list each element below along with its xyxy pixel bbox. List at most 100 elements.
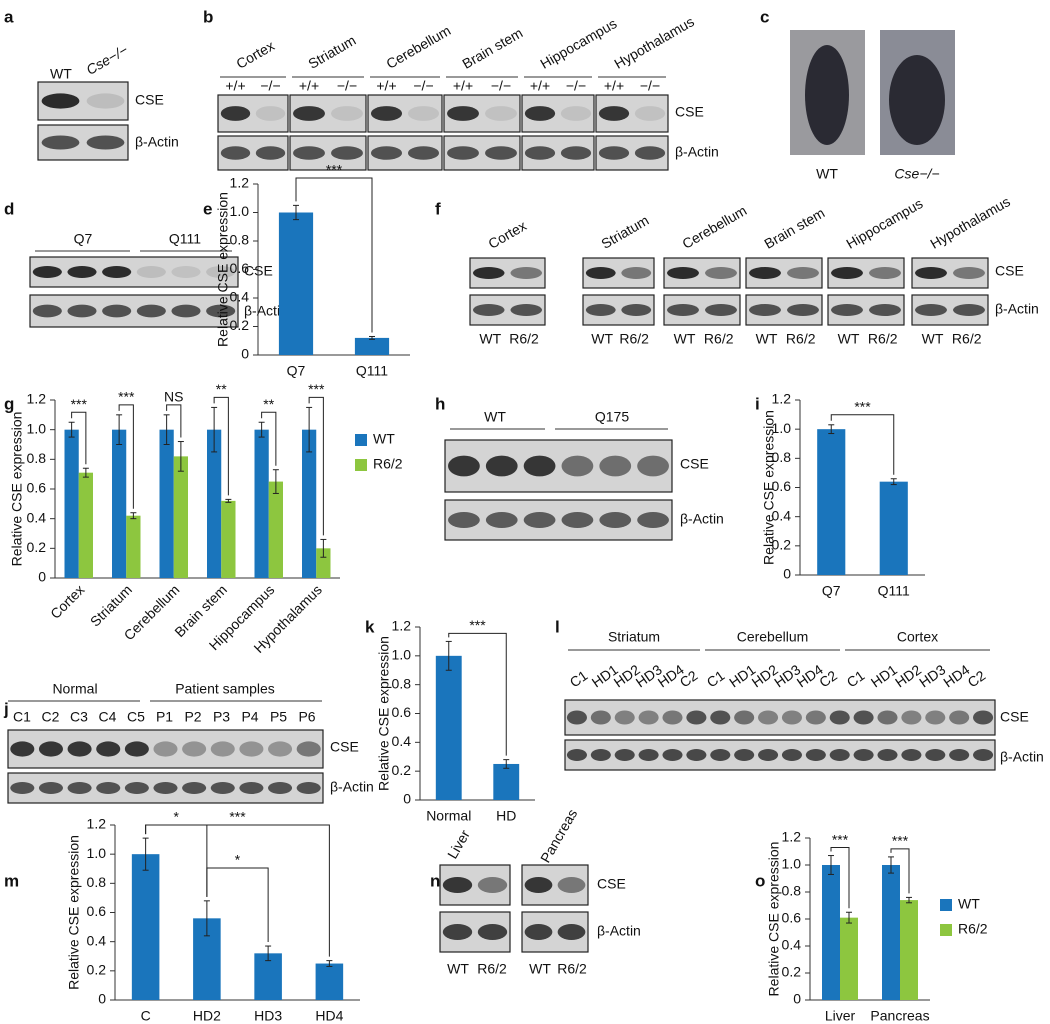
region-label: Cortex — [233, 37, 277, 71]
blot-band — [41, 135, 80, 150]
region-label: Brain stem — [459, 24, 525, 71]
group-label: Cortex — [897, 629, 938, 645]
significance-bracket — [145, 824, 330, 957]
lane-label: WT — [447, 961, 469, 977]
blot-band — [370, 106, 403, 121]
bar — [112, 429, 127, 578]
blot-band — [614, 749, 635, 761]
annotation: *** — [118, 389, 135, 405]
bar — [900, 900, 918, 1000]
blot-band — [638, 749, 659, 761]
y-axis-label: Relative CSE expression — [761, 410, 777, 565]
band-label: β-Actin — [1000, 749, 1044, 765]
x-tick-label: Pancreas — [870, 1008, 929, 1024]
band-label: CSE — [680, 456, 709, 472]
annotation: *** — [326, 162, 343, 178]
legend-label: WT — [958, 896, 980, 912]
blot-band — [268, 741, 293, 757]
y-tick-label: 0.2 — [782, 964, 802, 980]
blot — [29, 256, 239, 288]
genotype-label: −/− — [640, 78, 660, 94]
significance-bracket — [830, 847, 850, 909]
annotation: *** — [71, 396, 88, 412]
band-label: CSE — [597, 876, 626, 892]
legend-swatch — [940, 924, 952, 936]
legend-label: R6/2 — [958, 921, 988, 937]
blot-band — [637, 512, 669, 528]
y-tick-label: 1.2 — [27, 391, 47, 407]
y-tick-label: 1.2 — [782, 829, 802, 845]
lane-label: WT — [674, 331, 696, 347]
blot — [521, 94, 595, 133]
band-label: β-Actin — [597, 923, 641, 939]
annotation: NS — [164, 389, 183, 405]
blot-band — [485, 512, 518, 528]
y-tick-label: 0 — [241, 346, 249, 362]
blot-band — [667, 304, 699, 316]
blot-band — [448, 455, 480, 477]
blot-band — [805, 749, 826, 761]
y-tick-label: 1.0 — [27, 420, 47, 436]
y-tick-label: 0.6 — [772, 478, 792, 494]
annotation: *** — [854, 398, 871, 414]
y-axis-label: Relative CSE expression — [9, 412, 25, 567]
lane-label: P3 — [213, 709, 230, 725]
blot-band — [805, 710, 826, 725]
genotype-label: −/− — [260, 78, 280, 94]
y-tick-label: 0.4 — [782, 937, 802, 953]
panel-letter: b — [203, 7, 213, 26]
genotype-label: −/− — [491, 78, 511, 94]
band-label: CSE — [1000, 709, 1029, 725]
bar — [316, 548, 331, 578]
genotype-label: +/+ — [376, 78, 396, 94]
band-label: CSE — [675, 104, 704, 120]
blot-band — [255, 106, 286, 121]
blot-band — [38, 741, 63, 757]
blot-band — [749, 267, 781, 279]
blot-band — [524, 924, 553, 940]
legend-swatch — [355, 434, 367, 446]
lane-label: R6/2 — [557, 961, 587, 977]
y-tick-label: 0.8 — [87, 874, 107, 890]
blot-band — [473, 304, 505, 316]
annotation: *** — [832, 831, 849, 847]
y-tick-label: 0 — [98, 991, 106, 1007]
blot-band — [32, 304, 62, 318]
blot-band — [510, 304, 542, 316]
annotation: * — [235, 852, 241, 868]
x-tick-label: HD — [496, 808, 516, 824]
panel-letter: n — [430, 871, 440, 890]
lane-label: WT — [756, 331, 778, 347]
blot-band — [268, 782, 293, 794]
blot-band — [877, 749, 898, 761]
band-label: β-Actin — [244, 303, 288, 319]
blot-band — [667, 267, 699, 279]
y-tick-label: 1.0 — [782, 856, 802, 872]
y-tick-label: 0.6 — [392, 704, 412, 720]
bar — [126, 515, 141, 578]
y-tick-label: 0.8 — [392, 675, 412, 691]
blot-band — [67, 304, 97, 318]
y-tick-label: 0.8 — [27, 450, 47, 466]
bar — [879, 481, 908, 575]
y-tick-label: 1.0 — [772, 420, 792, 436]
bar — [268, 481, 283, 578]
y-tick-label: 1.2 — [230, 175, 250, 191]
blot-band — [523, 455, 556, 477]
blot-band — [442, 877, 473, 893]
blot-band — [829, 749, 850, 761]
blot-band — [67, 266, 97, 278]
blot-band — [477, 924, 508, 940]
blot-band — [67, 782, 92, 794]
panel-letter: c — [760, 7, 769, 26]
region-label: Striatum — [305, 32, 358, 72]
lane-label: R6/2 — [477, 961, 507, 977]
blot-band — [41, 93, 80, 109]
genotype-label: −/− — [413, 78, 433, 94]
lane-label: WT — [591, 331, 613, 347]
x-tick-label: Striatum — [87, 581, 135, 629]
blot-band — [485, 455, 518, 477]
y-tick-label: 0 — [783, 566, 791, 582]
blot-band — [447, 146, 479, 160]
